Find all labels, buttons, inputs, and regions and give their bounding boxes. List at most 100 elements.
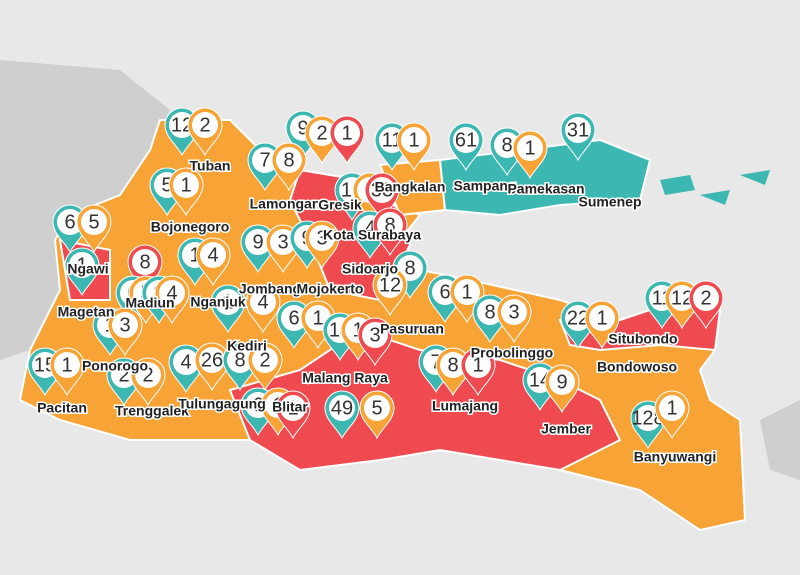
region-label: Lumajang: [432, 398, 498, 414]
pin-value: 6: [439, 281, 450, 303]
pin-value: 8: [404, 257, 415, 279]
pin-value: 4: [180, 351, 191, 373]
region-label: Sampang: [453, 178, 516, 194]
pin-value: 9: [297, 117, 308, 139]
pin-face: [245, 229, 271, 255]
pin-value: 12: [671, 287, 693, 309]
pin-value: 49: [331, 397, 353, 419]
pin-value: 6: [288, 307, 299, 329]
neighbor-land: [0, 60, 170, 360]
pin-value: 8: [283, 149, 294, 171]
region-label: Jombang: [239, 281, 301, 297]
pin-value: 4: [257, 291, 268, 313]
region-label: Tuban: [190, 158, 231, 174]
region-label: Nganjuk: [190, 294, 245, 310]
pin-face: [693, 285, 719, 311]
region-label: Probolinggo: [471, 345, 553, 361]
pin-face: [517, 135, 543, 161]
pin-face: [329, 395, 355, 421]
region-label: Kediri: [227, 338, 267, 354]
pin-face: [199, 347, 225, 373]
region-label: Kota Surabaya: [323, 227, 421, 243]
region-label: Magetan: [58, 304, 115, 320]
pin-face: [281, 305, 307, 331]
region-label: Bangkalan: [375, 179, 446, 195]
pin: 2: [688, 280, 724, 330]
pin-value: 2: [259, 349, 270, 371]
pin-value: 1: [524, 137, 535, 159]
region-label: Bojonegoro: [151, 219, 230, 235]
region-label: Bondowoso: [597, 359, 677, 375]
pin-value: 2: [142, 364, 153, 386]
pin: 26: [194, 342, 230, 392]
pin-value: 1: [352, 319, 363, 341]
pin-value: 31: [567, 119, 589, 141]
pin: 3: [496, 294, 532, 344]
pin-value: 22: [567, 307, 589, 329]
region-label: Jember: [541, 421, 591, 437]
pin-face: [659, 395, 685, 421]
pin-value: 1: [341, 122, 352, 144]
pin-value: 1: [189, 244, 200, 266]
pin-face: [112, 312, 138, 338]
pin-face: [454, 279, 480, 305]
region-label: Sumenep: [578, 194, 641, 210]
pin-value: 8: [384, 214, 395, 236]
pin-value: 2: [199, 114, 210, 136]
pin-value: 5: [161, 174, 172, 196]
pin: 1: [168, 167, 204, 217]
pin-face: [250, 289, 276, 315]
pin: 4: [195, 237, 231, 287]
neighbor-land: [760, 400, 800, 480]
pins: 1229211116181317851193336593934818140534…: [27, 107, 724, 450]
region-label: Ponorogo: [82, 358, 148, 374]
pin-value: 9: [252, 231, 263, 253]
pin-face: [377, 272, 403, 298]
region-label: Lamongan: [250, 196, 321, 212]
region-label: Madiun: [126, 295, 175, 311]
pin-value: 2: [118, 364, 129, 386]
pin: 4: [245, 284, 281, 334]
region-label: Ngawi: [67, 261, 108, 277]
pin-value: 9: [556, 371, 567, 393]
pin-value: 33: [371, 179, 393, 201]
pin: 1: [396, 122, 432, 172]
pin-face: [549, 369, 575, 395]
pin-value: 8: [139, 251, 150, 273]
pin-value: 1: [666, 397, 677, 419]
pin: 5: [359, 390, 395, 440]
pin-face: [169, 112, 195, 138]
pin-face: [192, 112, 218, 138]
pin-face: [276, 147, 302, 173]
pin-value: 8: [501, 134, 512, 156]
pin-face: [477, 299, 503, 325]
pin: 1: [654, 390, 690, 440]
pin-face: [54, 352, 80, 378]
pin: 1: [275, 390, 311, 440]
pin-value: 26: [201, 349, 223, 371]
pin: 1: [449, 274, 485, 324]
pin: 1: [300, 300, 336, 350]
pin-face: [252, 347, 278, 373]
pin-face: [377, 212, 403, 238]
pin-value: 4: [207, 244, 218, 266]
pin: 49: [324, 390, 360, 440]
pin-face: [57, 209, 83, 235]
region-label: Situbondo: [608, 331, 677, 347]
pin-face: [227, 347, 253, 373]
pin-face: [364, 395, 390, 421]
pin: 2: [247, 342, 283, 392]
pin-value: 5: [88, 211, 99, 233]
pin-face: [132, 249, 158, 275]
pin: 8: [127, 244, 163, 294]
pin-value: 4: [364, 217, 375, 239]
pin-face: [81, 209, 107, 235]
pin-face: [362, 322, 388, 348]
pin: 3: [107, 307, 143, 357]
pin-face: [111, 362, 137, 388]
region-label: Pacitan: [37, 400, 87, 416]
region-label: Sidoarjo: [342, 261, 398, 277]
pin-face: [565, 305, 591, 331]
pin-face: [270, 229, 296, 255]
pin-face: [589, 305, 615, 331]
